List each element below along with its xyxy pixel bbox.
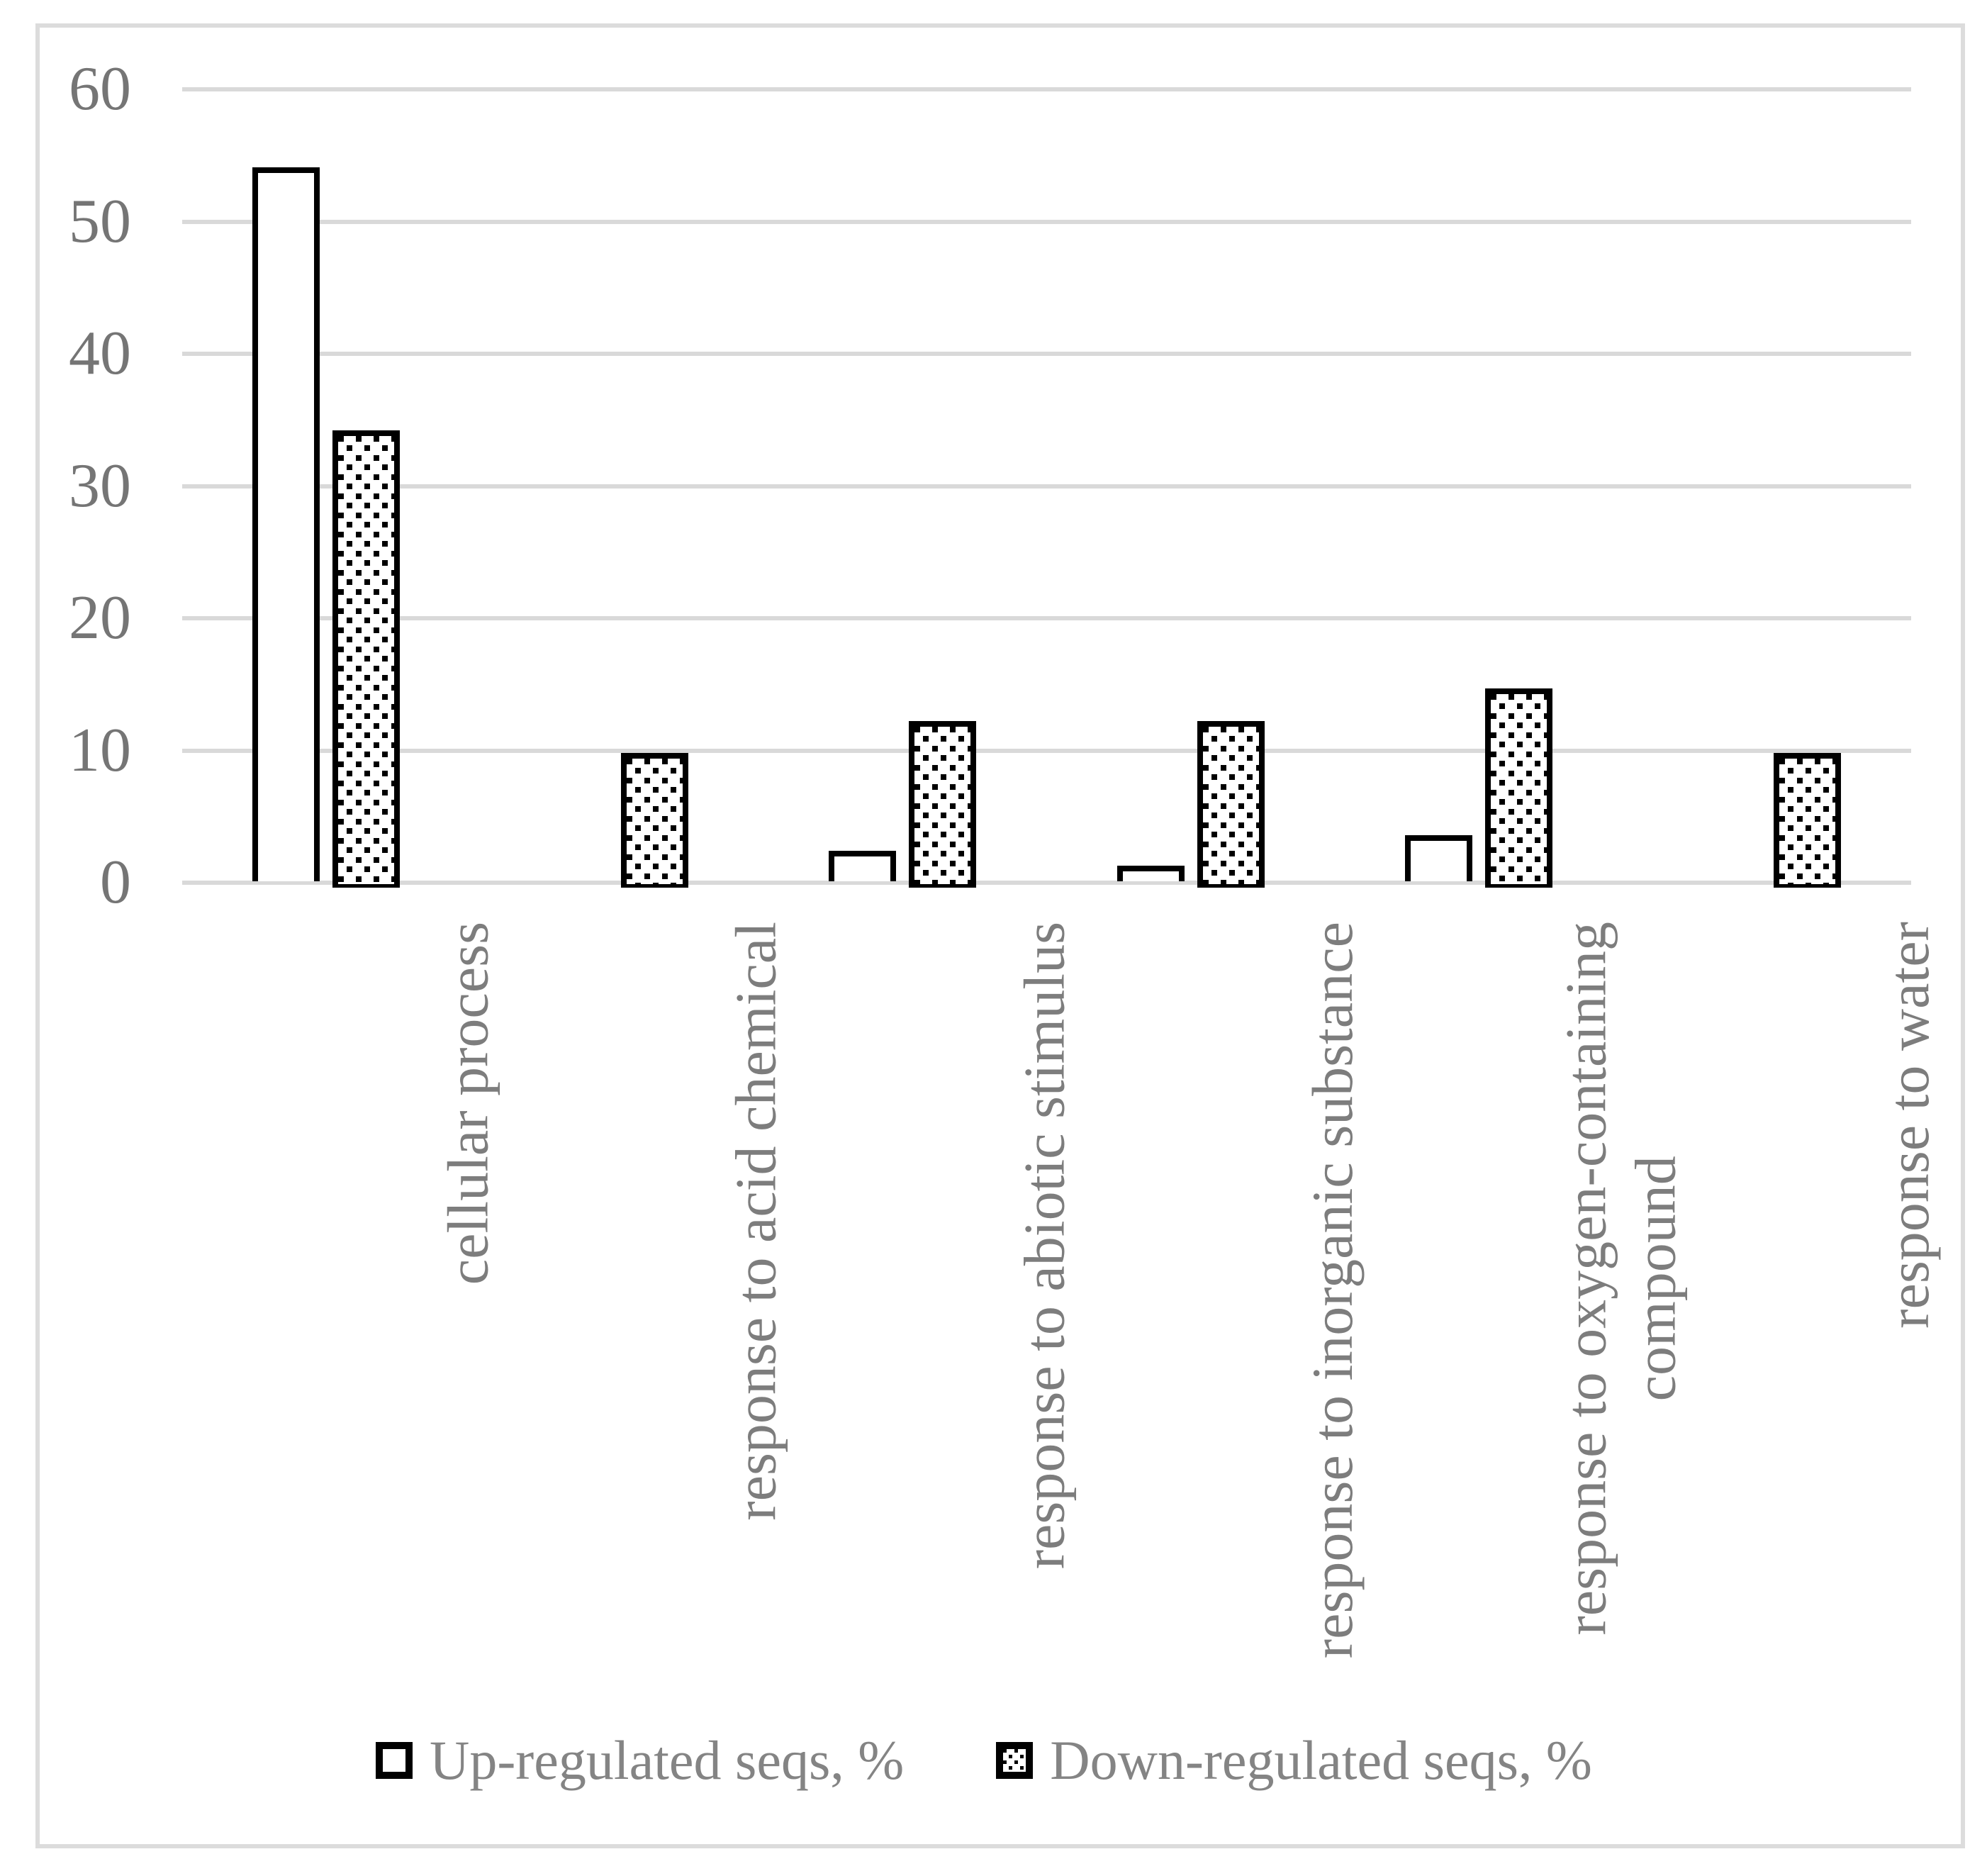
- legend: Up-regulated seqs, % Down-regulated seqs…: [376, 1729, 1592, 1792]
- y-tick-label: 30: [69, 451, 131, 520]
- down-bar: [1773, 753, 1841, 888]
- y-tick-label: 10: [69, 715, 131, 785]
- y-tick-label: 0: [100, 848, 131, 917]
- down-bar: [332, 430, 401, 888]
- category-label-line: response to acid chemical: [723, 922, 788, 1521]
- up-series-swatch-icon: [376, 1742, 413, 1779]
- y-tick-label: 20: [69, 584, 131, 652]
- gridline: [182, 219, 1911, 224]
- category-label: response to acid chemical: [685, 922, 827, 1521]
- up-bar: [252, 167, 320, 881]
- category-label-line: compound: [1623, 1156, 1688, 1402]
- figure-border: [35, 23, 1965, 1848]
- up-bar: [1405, 835, 1473, 881]
- gridline: [182, 881, 1911, 885]
- category-label: cellular process: [397, 922, 539, 1285]
- category-label: response to water: [1838, 922, 1980, 1329]
- legend-label-down: Down-regulated seqs, %: [1050, 1729, 1592, 1791]
- category-label: response to abiotic stimulus: [973, 922, 1115, 1569]
- down-bar: [1197, 721, 1265, 888]
- down-bar: [1485, 688, 1553, 888]
- category-label-line: cellular process: [435, 922, 500, 1285]
- category-label-line: response to oxygen-containing: [1553, 922, 1618, 1636]
- down-bar: [620, 753, 688, 888]
- up-bar: [829, 851, 897, 881]
- y-tick-label: 50: [69, 186, 131, 256]
- up-bar: [1116, 866, 1185, 881]
- gridline: [182, 87, 1911, 91]
- gridline: [182, 748, 1911, 753]
- gridline: [182, 616, 1911, 620]
- gridline: [182, 484, 1911, 488]
- gridline: [182, 352, 1911, 356]
- category-label-line: response to abiotic stimulus: [1012, 922, 1077, 1570]
- y-tick-label: 60: [69, 55, 131, 123]
- y-tick-label: 40: [69, 319, 131, 388]
- legend-item-down: Down-regulated seqs, %: [996, 1729, 1592, 1792]
- legend-item-up: Up-regulated seqs, %: [376, 1729, 904, 1792]
- down-series-swatch-icon: [996, 1742, 1034, 1779]
- legend-label-up: Up-regulated seqs, %: [430, 1729, 905, 1791]
- category-label-line: response to water: [1876, 922, 1941, 1329]
- category-label: response to inorganic substance: [1262, 922, 1404, 1658]
- category-label: response to oxygen-containing compound: [1550, 922, 1691, 1636]
- down-bar: [909, 721, 977, 888]
- category-label-line: response to inorganic substance: [1299, 922, 1365, 1659]
